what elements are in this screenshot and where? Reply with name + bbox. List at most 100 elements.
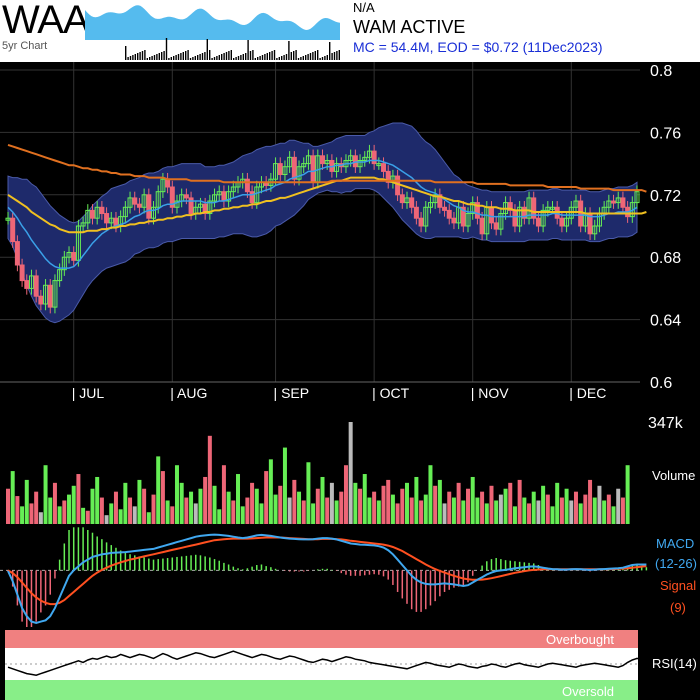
candle-body [10, 217, 16, 243]
volume-bar [217, 509, 222, 524]
spark-volume-bar [293, 51, 295, 60]
volume-bar [38, 512, 43, 524]
spark-volume-bar [209, 50, 211, 60]
candle-body [507, 202, 513, 211]
volume-bar [245, 497, 250, 524]
volume-bar [522, 497, 527, 524]
spark-volume-bar [158, 53, 160, 60]
volume-bar [15, 496, 20, 524]
macd-label: MACD [656, 536, 694, 551]
candle-body [427, 202, 433, 208]
macd-period-label: (12-26) [655, 556, 697, 571]
candle-body [451, 217, 457, 224]
volume-bar [81, 507, 86, 524]
candle-body [634, 191, 640, 204]
volume-bar [306, 462, 311, 524]
candle-body [146, 194, 152, 219]
candle-body [442, 206, 448, 211]
spark-volume-bar [156, 54, 158, 60]
candle-body [160, 178, 166, 193]
volume-bar [268, 459, 273, 524]
candle-body [75, 225, 81, 261]
spark-volume-bar [170, 57, 172, 60]
spark-volume-bar [139, 52, 141, 60]
volume-bar [508, 482, 513, 524]
stock-chart: 0.8 0.76 0.72 0.68 0.64 0.6 | JUL | AUG | SEP | O… [0, 62, 697, 700]
volume-bar [573, 491, 578, 524]
volume-bar [475, 497, 480, 524]
candle-body [460, 206, 466, 227]
spark-volume-bar [187, 50, 189, 60]
volume-bar [588, 479, 593, 524]
candle-body [71, 252, 77, 261]
candle-body [334, 163, 340, 172]
spark-volume-bar [269, 52, 271, 60]
volume-bar [165, 500, 170, 524]
volume-bar [550, 506, 555, 524]
candle-body [371, 150, 377, 165]
spark-volume-bar [134, 54, 136, 60]
spark-volume-bar [129, 56, 132, 60]
volume-bar [470, 476, 475, 524]
overbought-band [5, 630, 638, 648]
candle-body [521, 206, 527, 219]
candle-body [305, 155, 311, 165]
candle-body [221, 191, 227, 202]
volume-bar [287, 497, 292, 524]
volume-bar [559, 497, 564, 524]
spark-volume-bar [273, 50, 276, 60]
volume-bar [498, 494, 503, 524]
spark-volume-bar [225, 52, 228, 60]
spark-volume-bar [216, 56, 218, 60]
signal-label: Signal [660, 578, 696, 593]
five-year-spark-chart[interactable] [85, 0, 340, 62]
spark-volume-bar [168, 58, 170, 60]
volume-bar [386, 479, 391, 524]
candle-body [540, 209, 546, 227]
volume-bar [602, 500, 607, 524]
volume-bar [334, 500, 339, 524]
volume-bar [353, 482, 358, 524]
rsi-line [7, 650, 642, 676]
volume-bar [404, 482, 409, 524]
candle-body [216, 191, 222, 196]
candle-body [395, 175, 401, 196]
status-text: N/A [353, 0, 375, 15]
volume-bar [6, 488, 10, 524]
volume-bar [480, 491, 485, 524]
candle-body [545, 206, 551, 211]
volume-bar [367, 497, 372, 524]
spark-volume-bar [249, 51, 252, 60]
spark-volume-bar [324, 56, 326, 60]
volume-bar [207, 435, 212, 524]
spark-chart-label[interactable]: 5yr Chart [2, 40, 48, 52]
volume-bar [85, 510, 90, 524]
candle-body [535, 217, 541, 227]
candle-body [66, 252, 72, 258]
candle-body [310, 155, 316, 183]
spark-volume-bar [173, 56, 175, 60]
candle-body [230, 186, 236, 193]
volume-bar [503, 488, 508, 524]
candle-body [611, 200, 617, 204]
price-tick-label: 0.72 [650, 188, 681, 205]
volume-bar [254, 488, 259, 524]
spark-volume-bar [302, 56, 304, 60]
spark-volume-bar [288, 41, 290, 60]
candle-body [183, 194, 189, 199]
candle-body [432, 194, 438, 204]
spark-volume-bar [230, 50, 232, 60]
spark-volume-bar [245, 53, 247, 60]
header-bar: WAA 5yr Chart N/A WAM ACTIVE MC = 54.4M,… [0, 0, 700, 62]
volume-bar [545, 494, 550, 524]
candle-body [348, 155, 354, 161]
spark-volume-bar [307, 54, 309, 60]
spark-volume-bar [331, 53, 333, 60]
volume-bar [569, 500, 574, 524]
spark-volume-bar [141, 51, 144, 60]
volume-bar [442, 503, 447, 524]
volume-bar [466, 488, 471, 524]
spark-volume-bar [197, 55, 199, 60]
sma-mid-line [7, 176, 647, 234]
spark-volume-bar [228, 51, 230, 60]
